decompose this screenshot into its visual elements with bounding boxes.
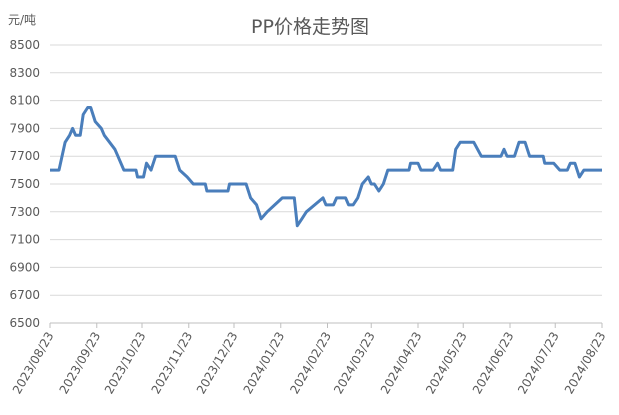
y-tick-label: 7900 [9,121,40,135]
y-axis-label: 元/吨 [8,13,36,27]
x-tick-label: 2024/07/23 [515,330,562,397]
y-tick-label: 6900 [9,260,40,274]
x-tick-label: 2024/01/23 [241,330,288,397]
y-tick-label: 7100 [9,233,40,247]
chart-title: PP价格走势图 [251,16,369,38]
y-tick-label: 7700 [9,149,40,163]
x-tick-label: 2024/03/23 [331,330,378,397]
x-tick-label: 2023/10/23 [102,330,149,397]
y-tick-label: 7500 [9,177,40,191]
x-tick-label: 2024/06/23 [470,330,517,397]
x-tick-label: 2023/08/23 [10,330,57,397]
x-tick-label: 2023/09/23 [57,330,104,397]
y-tick-label: 8500 [9,38,40,52]
x-tick-label: 2023/11/23 [149,330,196,397]
y-tick-label: 8100 [9,94,40,108]
y-tick-label: 7300 [9,205,40,219]
x-tick-label: 2024/02/23 [287,330,334,397]
series-line [50,106,602,228]
y-tick-label: 6500 [9,316,40,330]
x-tick-label: 2024/08/23 [562,330,609,397]
y-tick-label: 6700 [9,288,40,302]
x-tick-label: 2023/12/23 [194,330,241,397]
x-tick-label: 2024/05/23 [423,330,470,397]
y-tick-label: 8300 [9,66,40,80]
x-tick-label: 2024/04/23 [378,330,425,397]
